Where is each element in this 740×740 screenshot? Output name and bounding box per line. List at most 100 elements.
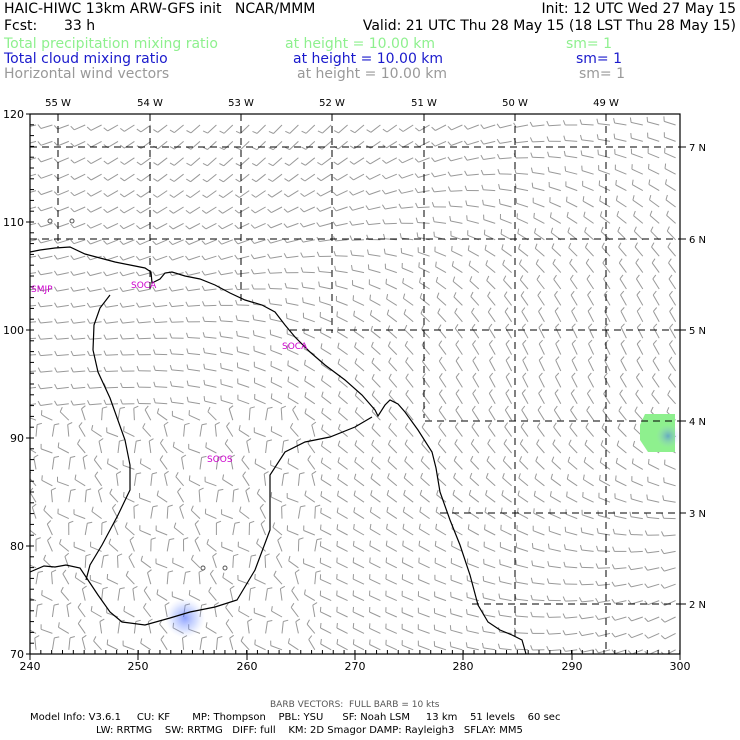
- wind-barb-shaft: [157, 157, 168, 166]
- wind-barb-flag: [31, 503, 37, 508]
- wind-barb-shaft: [403, 494, 414, 503]
- wind-barb-flag: [627, 599, 632, 605]
- wind-barb-shaft: [647, 583, 660, 589]
- wind-barb-flag: [555, 339, 560, 345]
- wind-barb-flag: [353, 524, 355, 530]
- wind-barb-flag: [595, 580, 599, 586]
- wind-barb-flag: [219, 331, 222, 337]
- wind-barb-flag: [119, 209, 125, 214]
- wind-barb-shaft: [571, 359, 578, 372]
- wind-barb-flag: [612, 546, 615, 552]
- wind-barb-shaft: [336, 611, 348, 618]
- wind-barb-flag: [252, 314, 255, 320]
- wind-barb-flag: [455, 356, 460, 362]
- x-tick-290: 290: [562, 660, 583, 673]
- wind-barb-shaft: [220, 336, 233, 339]
- wind-barb-shaft: [550, 216, 562, 224]
- wind-barb-shaft: [314, 539, 318, 552]
- wind-barb-flag: [404, 340, 408, 346]
- wind-barb-shaft: [74, 124, 86, 131]
- wind-barb-shaft: [633, 230, 644, 241]
- wind-barb-flag: [633, 210, 636, 216]
- wind-barb-shaft: [57, 157, 69, 163]
- wind-barb-shaft: [549, 513, 562, 520]
- wind-barb-flag: [522, 372, 527, 378]
- wind-barb-flag: [501, 244, 504, 250]
- wind-barb-shaft: [139, 529, 151, 536]
- wind-barb-shaft: [554, 294, 562, 306]
- wind-barb-flag: [264, 553, 270, 557]
- wind-barb-shaft: [287, 497, 299, 503]
- wind-barb-shaft: [175, 476, 184, 487]
- wind-barb-shaft: [51, 572, 53, 585]
- wind-barb-shaft: [57, 239, 69, 244]
- wind-barb-shaft: [385, 157, 398, 164]
- wind-barb-flag: [218, 300, 222, 306]
- wind-barb-flag: [455, 372, 460, 378]
- wind-barb-flag: [403, 309, 407, 315]
- wind-barb-flag: [317, 161, 322, 166]
- wind-barb-flag: [119, 334, 123, 340]
- wind-barb-flag: [148, 438, 154, 442]
- wind-barb-shaft: [248, 555, 252, 568]
- wind-barb-flag: [169, 538, 175, 541]
- wind-barb-shaft: [337, 445, 348, 454]
- wind-barb-flag: [185, 271, 189, 276]
- wind-barb-shaft: [314, 572, 317, 585]
- wind-barb-shaft: [320, 545, 332, 552]
- wind-barb-shaft: [668, 344, 677, 355]
- wind-barb-flag: [503, 291, 508, 297]
- wind-barb-shaft: [516, 598, 529, 602]
- wind-barb-flag: [617, 226, 621, 232]
- wind-barb-flag: [186, 364, 189, 370]
- lon-label-52w: 52 W: [319, 98, 345, 109]
- wind-barb-shaft: [450, 613, 463, 618]
- wind-barb-flag: [317, 266, 320, 272]
- wind-barb-shaft: [336, 190, 348, 197]
- wind-barb-flag: [251, 194, 256, 198]
- wind-barb-flag: [290, 602, 295, 608]
- wind-barb-shaft: [501, 512, 512, 520]
- wind-barb-flag: [487, 439, 491, 444]
- wind-barb-flag: [296, 438, 302, 442]
- wind-barb-shaft: [620, 343, 627, 355]
- wind-barb-flag: [117, 553, 123, 557]
- wind-barb-flag: [136, 161, 142, 166]
- wind-barb-shaft: [634, 410, 644, 421]
- wind-barb-flag: [159, 455, 164, 460]
- wind-barb-flag: [135, 271, 140, 277]
- wind-barb-shaft: [75, 577, 86, 585]
- wind-barb-flag: [86, 160, 92, 164]
- wind-barb-flag: [365, 190, 370, 195]
- wind-barb-flag: [481, 642, 484, 649]
- wind-barb-shaft: [522, 359, 529, 372]
- wind-barb-shaft: [651, 246, 660, 257]
- wind-barb-shaft: [47, 540, 53, 552]
- wind-barb-flag: [482, 199, 484, 205]
- wind-barb-shaft: [534, 478, 545, 487]
- wind-barb-shaft: [454, 328, 463, 339]
- wind-barb-shaft: [581, 632, 594, 637]
- lon-label-53w: 53 W: [228, 98, 254, 109]
- wind-barb-shaft: [582, 200, 594, 208]
- wind-barb-flag: [386, 490, 390, 496]
- wind-barb-flag: [451, 245, 453, 251]
- wind-barb-shaft: [565, 531, 578, 536]
- wind-barb-shaft: [143, 590, 152, 601]
- wind-barb-shaft: [571, 376, 578, 388]
- wind-barb-flag: [518, 243, 521, 249]
- wind-barb-flag: [469, 276, 473, 282]
- wind-barb-flag: [553, 405, 558, 411]
- wind-barb-shaft: [205, 626, 217, 634]
- wind-barb-flag: [387, 341, 391, 347]
- wind-barb-shaft: [450, 190, 463, 192]
- wind-barb-flag: [269, 314, 271, 320]
- wind-barb-flag: [471, 323, 476, 329]
- wind-barb-shaft: [173, 173, 184, 182]
- wind-barb-shaft: [571, 310, 578, 323]
- wind-barb-flag: [156, 589, 159, 595]
- wind-barb-shaft: [338, 412, 348, 421]
- wind-barb-shaft: [106, 321, 119, 324]
- wind-barb-flag: [250, 224, 255, 229]
- wind-barb-flag: [567, 227, 570, 233]
